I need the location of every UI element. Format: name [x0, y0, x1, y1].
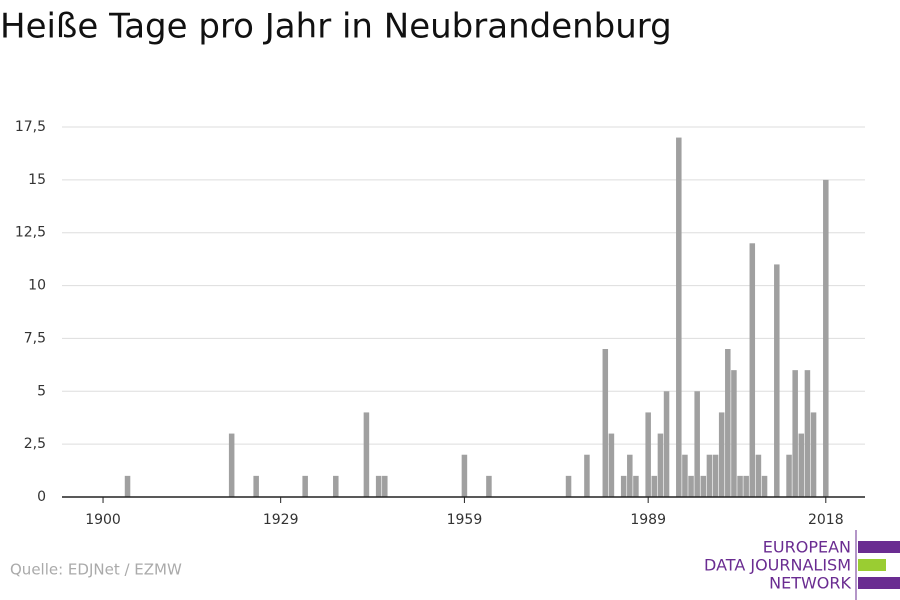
bar: [461, 454, 468, 497]
bar: [333, 475, 339, 497]
bar: [124, 475, 131, 497]
bar: [363, 412, 370, 497]
bar: [725, 349, 731, 497]
bar: [253, 475, 259, 497]
bar: [823, 179, 829, 497]
bar: [774, 264, 780, 497]
bar: [798, 433, 805, 497]
chart-title: Heiße Tage pro Jahr in Neubrandenburg: [0, 7, 672, 47]
bar: [688, 475, 694, 497]
bar: [718, 412, 725, 497]
logo-bar: [858, 559, 886, 571]
logo-text: EUROPEAN: [763, 538, 851, 557]
bar: [676, 137, 682, 498]
bar: [645, 412, 651, 497]
bar: [810, 412, 817, 497]
bar: [786, 454, 792, 497]
y-tick-label: 15: [28, 172, 46, 188]
bar: [737, 475, 743, 497]
bar: [620, 475, 627, 497]
logo-bar: [858, 577, 900, 589]
bar: [712, 454, 719, 497]
y-tick-label: 17,5: [15, 119, 46, 135]
bar: [731, 370, 737, 497]
source: Quelle: EDJNet / EZMW: [10, 561, 182, 579]
logo-bar: [858, 541, 900, 553]
bar: [694, 391, 700, 497]
y-tick-label: 2,5: [24, 436, 46, 452]
bar: [804, 370, 811, 497]
bar: [700, 475, 707, 497]
bar: [663, 391, 670, 497]
y-tick-label: 7,5: [24, 330, 46, 346]
bar: [706, 454, 713, 497]
bar: [761, 475, 768, 497]
bar: [565, 475, 572, 497]
bar: [608, 433, 615, 497]
bar: [633, 475, 639, 497]
bar: [375, 475, 382, 497]
logo-text: NETWORK: [769, 574, 851, 593]
x-tick-label: 1989: [630, 512, 666, 528]
y-tick-label: 5: [37, 383, 46, 399]
bar: [228, 433, 235, 497]
bar: [302, 475, 308, 497]
bar: [792, 370, 798, 497]
y-tick-label: 0: [37, 489, 46, 505]
bar: [584, 454, 590, 497]
bar: [755, 454, 762, 497]
bar: [602, 349, 609, 497]
bar: [657, 433, 664, 497]
bar: [651, 475, 658, 497]
y-tick-label: 12,5: [15, 225, 46, 241]
logo-text: DATA JOURNALISM: [704, 556, 851, 575]
bar: [382, 475, 388, 497]
y-tick-label: 10: [28, 278, 46, 294]
bar: [749, 243, 756, 497]
x-tick-label: 1929: [263, 512, 299, 528]
bar: [743, 475, 749, 497]
bar: [486, 475, 492, 497]
x-tick-label: 2018: [808, 512, 844, 528]
x-tick-label: 1900: [85, 512, 121, 528]
bar: [682, 454, 688, 497]
x-tick-label: 1959: [447, 512, 483, 528]
bar: [627, 454, 633, 497]
